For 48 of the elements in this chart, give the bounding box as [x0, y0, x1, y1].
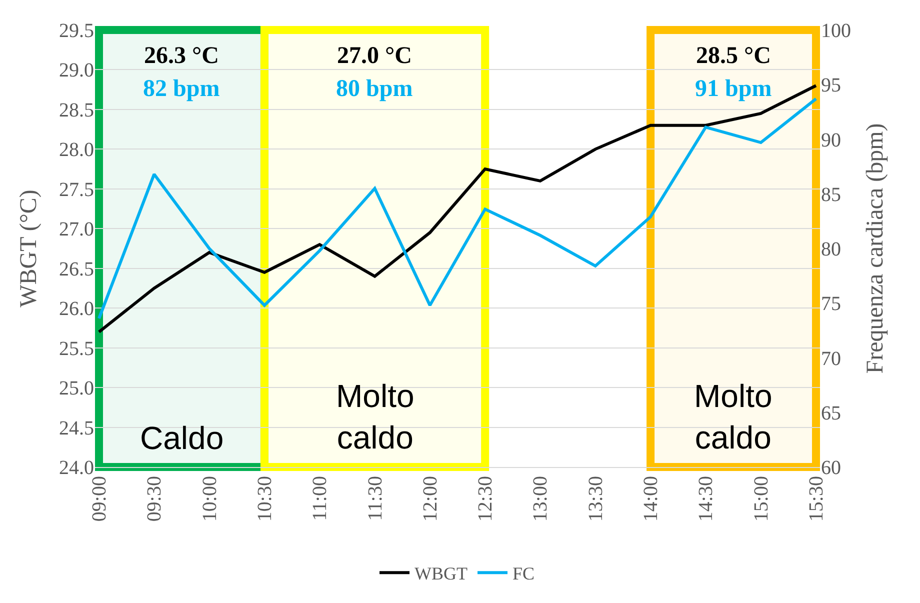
legend-label: WBGT	[414, 564, 468, 584]
x-tick-label: 11:30	[364, 476, 386, 521]
y2-tick-label: 65	[821, 402, 841, 424]
x-tick-label: 12:30	[474, 476, 497, 522]
x-tick-label: 14:00	[640, 476, 662, 522]
x-tick-label: 09:30	[144, 476, 166, 522]
y-tick-label: 26.0	[59, 298, 94, 320]
y-tick-label: 27.0	[59, 218, 94, 241]
x-tick-label: 13:00	[530, 476, 552, 522]
x-tick-label: 14:30	[695, 476, 718, 522]
y2-tick-label: 100	[821, 20, 851, 42]
annotation: 91 bpm	[695, 76, 772, 102]
y-tick-label: 24.0	[59, 457, 94, 479]
annotation: 26.3 °C	[144, 43, 219, 69]
x-tick-label: 13:30	[584, 476, 607, 522]
annotation: 27.0 °C	[337, 43, 412, 69]
x-tick-label: 15:00	[750, 476, 772, 522]
annotation: 28.5 °C	[696, 43, 771, 69]
y2-tick-label: 80	[821, 238, 841, 260]
y-tick-label: 26.5	[59, 258, 94, 280]
band-label: Molto caldo	[694, 378, 772, 456]
y2-tick-label: 95	[821, 74, 841, 97]
annotation: 82 bpm	[143, 76, 220, 102]
x-tick-label: 12:00	[419, 476, 442, 522]
x-tick-label: 09:00	[88, 476, 110, 522]
x-tick-label: 11:00	[309, 476, 332, 521]
legend-label: FC	[512, 564, 535, 584]
y-tick-label: 25.0	[59, 378, 94, 400]
y2-tick-label: 90	[821, 129, 841, 152]
band-label: Molto caldo	[336, 378, 414, 456]
band-label: Caldo	[140, 420, 224, 456]
y2-tick-label: 60	[821, 457, 841, 479]
y2-tick-label: 75	[821, 293, 841, 316]
x-tick-label: 10:30	[254, 476, 276, 522]
x-tick-label: 10:00	[198, 476, 221, 522]
y-tick-label: 28.0	[59, 139, 94, 162]
y-axis-title: WBGT (°C)	[16, 190, 42, 308]
y-tick-label: 29.5	[59, 20, 94, 42]
y-tick-label: 24.5	[59, 417, 94, 440]
y2-tick-label: 70	[821, 348, 841, 370]
y-tick-label: 25.5	[59, 338, 94, 360]
x-tick-label: 15:30	[806, 476, 828, 522]
y-tick-label: 27.5	[59, 178, 94, 201]
annotation: 80 bpm	[336, 76, 413, 102]
y-tick-label: 28.5	[59, 99, 94, 122]
y2-axis-title: Frequenza cardiaca (bpm)	[862, 123, 888, 374]
y-tick-label: 29.0	[59, 60, 94, 82]
y2-tick-label: 85	[821, 184, 841, 206]
